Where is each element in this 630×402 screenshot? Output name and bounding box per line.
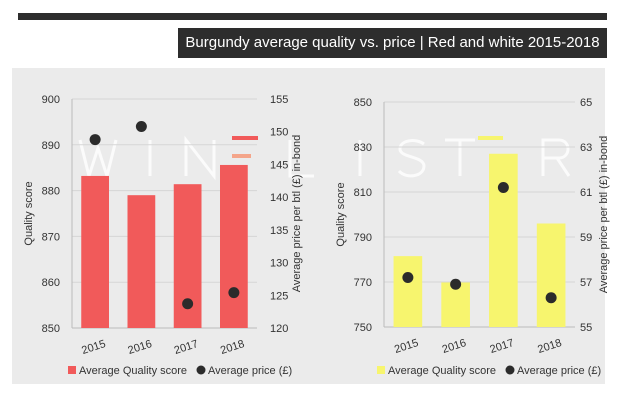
y2-tick-label: 135 — [270, 225, 288, 237]
y-axis-title: Quality score — [23, 181, 35, 245]
y-tick-label: 890 — [42, 140, 60, 152]
y-tick-label: 770 — [354, 277, 372, 289]
price-point-2018 — [228, 287, 240, 299]
y2-axis-title: Average price per btl (£) in-bond — [598, 136, 610, 294]
x-tick-label: 2017 — [173, 338, 200, 357]
watermark-letter — [541, 138, 571, 177]
price-point-2015 — [402, 272, 414, 283]
y2-tick-label: 155 — [270, 94, 288, 106]
price-point-2018 — [545, 292, 557, 304]
bar-2015 — [393, 256, 423, 327]
price-point-2015 — [89, 134, 101, 146]
y2-tick-label: 130 — [270, 258, 288, 270]
watermark-letter — [288, 140, 314, 178]
y2-tick-label: 61 — [580, 187, 592, 199]
y-tick-label: 860 — [42, 277, 60, 289]
watermark-e-stripe — [232, 136, 258, 140]
legend-swatch-quality — [68, 366, 76, 374]
x-tick-label: 2017 — [489, 337, 516, 356]
bar-2018 — [536, 223, 566, 327]
price-point-2017 — [182, 298, 194, 310]
x-tick-label: 2016 — [441, 337, 468, 356]
y-tick-label: 900 — [42, 94, 60, 106]
page-title: Burgundy average quality vs. price | Red… — [178, 28, 607, 58]
y2-tick-label: 140 — [270, 192, 288, 204]
header-bar — [18, 13, 607, 20]
legend-swatch-price — [505, 365, 515, 375]
legend-label-quality: Average Quality score — [79, 365, 187, 377]
x-tick-label: 2018 — [219, 338, 246, 357]
bar-2018 — [220, 164, 248, 328]
bar-2017 — [489, 153, 518, 327]
y-tick-label: 870 — [42, 231, 60, 243]
price-point-2017 — [497, 182, 509, 193]
y2-tick-label: 59 — [580, 232, 592, 244]
legend-label-quality: Average Quality score — [388, 365, 496, 377]
x-tick-label: 2016 — [127, 338, 154, 357]
y2-tick-label: 57 — [580, 277, 592, 289]
watermark-letter — [184, 135, 216, 181]
x-tick-label: 2018 — [536, 337, 563, 356]
y-tick-label: 750 — [354, 322, 372, 334]
y2-tick-label: 63 — [580, 142, 592, 154]
watermark-letter — [397, 139, 426, 178]
y2-tick-label: 120 — [270, 323, 288, 335]
y-axis-title: Quality score — [335, 182, 347, 246]
price-point-2016 — [450, 278, 462, 290]
y-tick-label: 880 — [42, 186, 60, 198]
y2-tick-label: 150 — [270, 127, 288, 139]
price-point-2016 — [135, 120, 147, 132]
x-tick-label: 2015 — [80, 338, 107, 357]
legend-label-price: Average price (£) — [517, 365, 601, 377]
y2-tick-label: 55 — [580, 322, 592, 334]
y-tick-label: 850 — [354, 97, 372, 109]
x-tick-label: 2015 — [393, 337, 420, 356]
legend-label-price: Average price (£) — [208, 365, 292, 377]
bar-2016 — [441, 282, 470, 327]
y2-tick-label: 145 — [270, 159, 288, 171]
watermark-e-stripe — [232, 154, 251, 158]
legend-swatch-price — [196, 365, 206, 375]
bar-2016 — [127, 195, 156, 328]
y-tick-label: 790 — [354, 232, 372, 244]
y-tick-label: 830 — [354, 142, 372, 154]
watermark-e-stripe — [478, 136, 503, 140]
watermark-letter — [445, 138, 475, 176]
bar-2015 — [81, 175, 109, 328]
y2-tick-label: 125 — [270, 290, 288, 302]
watermark-letter — [78, 139, 118, 182]
y-tick-label: 850 — [42, 323, 60, 335]
legend-swatch-quality — [377, 366, 385, 374]
y2-axis-title: Average price per btl (£) in-bond — [291, 135, 303, 293]
y-tick-label: 810 — [354, 187, 372, 199]
y2-tick-label: 65 — [580, 97, 592, 109]
